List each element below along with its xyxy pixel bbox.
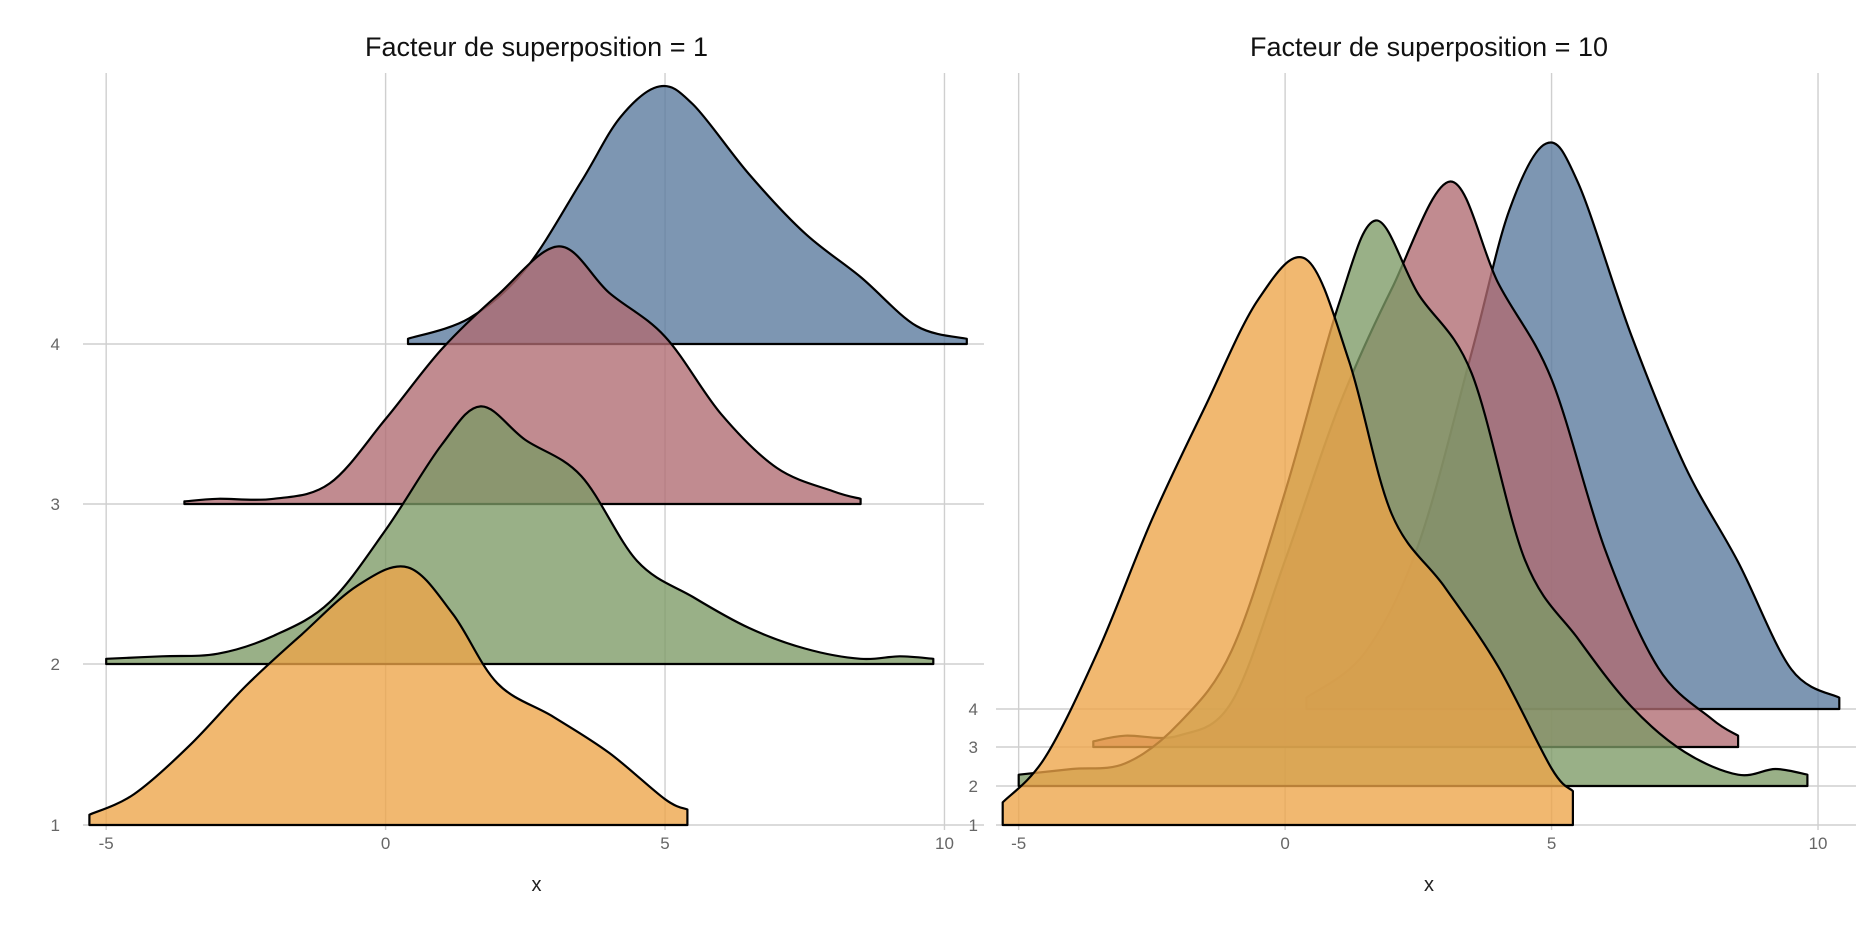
x-tick-label: -5 [99, 834, 114, 853]
ridge-group-3 [183, 245, 862, 506]
tick-labels: -5 0 5 10 1 2 3 4 [51, 335, 954, 853]
ridge-group-1 [88, 565, 689, 827]
y-tick-label: 1 [51, 816, 60, 835]
panel-overlap-1: Facteur de superposition = 1 -5 0 5 101234 … [51, 32, 984, 896]
y-tick-label: 2 [969, 777, 978, 796]
ridges [88, 84, 968, 827]
x-axis-label: x [1424, 874, 1434, 896]
panel-title: Facteur de superposition = 10 [1250, 32, 1608, 62]
y-tick-label: 3 [969, 738, 978, 757]
panel-title: Facteur de superposition = 1 [365, 32, 708, 62]
y-tick-label: 4 [969, 700, 978, 719]
y-tick-label: 3 [51, 495, 60, 514]
x-tick-label: 5 [660, 834, 669, 853]
x-tick-label: 10 [935, 834, 954, 853]
ridge-group-1 [1001, 256, 1574, 827]
ridge-group-2 [105, 405, 935, 666]
x-tick-label: 5 [1547, 834, 1556, 853]
x-tick-label: 10 [1809, 834, 1828, 853]
x-tick-label: 0 [381, 834, 390, 853]
tick-labels: -5 0 5 10 1 2 3 4 [969, 700, 1828, 853]
y-tick-label: 2 [51, 655, 60, 674]
y-tick-label: 4 [51, 335, 60, 354]
y-tick-label: 1 [969, 816, 978, 835]
panel-overlap-10: Facteur de superposition = 10 -5 0 5 10 1 2 3 4… [969, 32, 1856, 896]
x-axis-label: x [532, 874, 542, 896]
x-tick-label: -5 [1011, 834, 1026, 853]
x-tick-label: 0 [1280, 834, 1289, 853]
ridges [1001, 141, 1841, 827]
